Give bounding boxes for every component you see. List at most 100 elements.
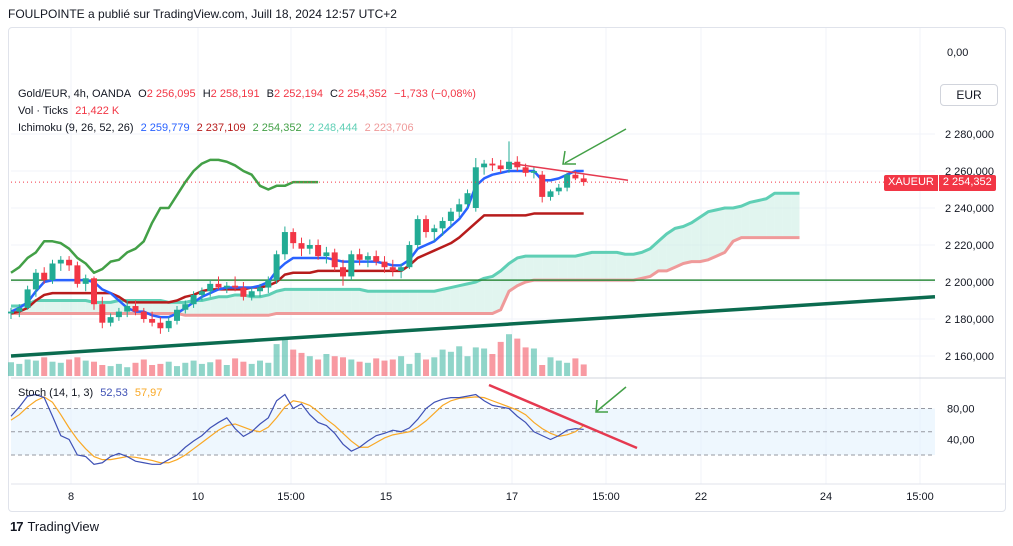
volume-bar bbox=[24, 359, 31, 376]
candle-body bbox=[423, 219, 429, 233]
candle-body bbox=[580, 178, 587, 183]
ichimoku-cloud-segment bbox=[509, 257, 518, 292]
candle-body bbox=[281, 232, 288, 255]
ichimoku-cloud-segment bbox=[359, 289, 368, 314]
candle-body bbox=[8, 311, 14, 314]
volume-bar bbox=[16, 363, 23, 376]
candle-body bbox=[489, 163, 496, 166]
volume-bar bbox=[49, 361, 56, 376]
currency-button[interactable]: EUR bbox=[940, 84, 998, 106]
candle-body bbox=[41, 272, 48, 281]
candle-body bbox=[539, 174, 546, 197]
ichimoku-cloud-segment bbox=[442, 287, 451, 314]
volume-bar bbox=[506, 334, 512, 376]
rising-trendline bbox=[10, 295, 936, 358]
stoch-label[interactable]: Stoch (14, 1, 3) bbox=[18, 387, 94, 399]
low-value: B2 252,194 bbox=[266, 88, 323, 100]
stoch-annotation-arrow bbox=[596, 386, 627, 412]
ichimoku-cloud-segment bbox=[401, 291, 410, 314]
candle-body bbox=[190, 294, 197, 305]
ichimoku-cloud-segment bbox=[44, 300, 53, 314]
candle-body bbox=[389, 267, 396, 271]
ichimoku-cloud-segment bbox=[201, 298, 211, 316]
candle-body bbox=[248, 291, 255, 297]
stoch-annotation-arrowhead bbox=[595, 399, 608, 413]
volume-bar bbox=[273, 344, 280, 376]
ichimoku-cloud-segment bbox=[152, 300, 161, 314]
candle-body bbox=[265, 280, 272, 288]
candle-body bbox=[215, 283, 222, 288]
ichimoku-cloud-segment bbox=[367, 291, 377, 314]
stoch-d-value: 57,97 bbox=[134, 387, 163, 399]
footer-brand[interactable]: 17 TradingView bbox=[10, 519, 99, 534]
ichimoku-label[interactable]: Ichimoku (9, 26, 52, 26) bbox=[18, 122, 134, 134]
volume-bar bbox=[348, 359, 355, 376]
volume-label[interactable]: Vol · Ticks bbox=[18, 105, 69, 117]
ichimoku-cloud-segment bbox=[608, 252, 617, 281]
candle-body bbox=[223, 285, 230, 288]
volume-bar bbox=[323, 354, 330, 376]
ichimoku-cloud-segment bbox=[517, 256, 526, 286]
candle-body bbox=[572, 174, 579, 179]
ichimoku-cloud-segment bbox=[459, 283, 468, 314]
candle-body bbox=[472, 167, 479, 208]
ichimoku-cloud-segment bbox=[583, 252, 592, 281]
candle-body bbox=[290, 232, 297, 244]
volume-bar bbox=[32, 360, 39, 376]
volume-bar bbox=[431, 357, 438, 376]
volume-bar bbox=[174, 366, 180, 376]
candle-body bbox=[340, 267, 346, 277]
volume-bar bbox=[74, 357, 81, 376]
chart-frame bbox=[8, 27, 1006, 512]
candle-body bbox=[149, 319, 156, 323]
ichimoku-cloud-segment bbox=[492, 270, 501, 314]
candle-body bbox=[165, 320, 172, 329]
candle-body bbox=[207, 283, 214, 292]
ichimoku-cloud-segment bbox=[276, 289, 285, 314]
change-value: −1,733 (−0,08%) bbox=[393, 88, 476, 100]
ichimoku-cloud-segment bbox=[334, 289, 343, 314]
volume-bar bbox=[132, 362, 139, 376]
ichimoku-cloud-segment bbox=[758, 198, 767, 238]
volume-bar bbox=[306, 356, 313, 376]
ichimoku-cloud-segment bbox=[699, 211, 709, 262]
ichimoku-cloud-segment bbox=[235, 294, 244, 316]
ichimoku-cloud-segment bbox=[683, 222, 692, 264]
volume-bar bbox=[530, 348, 537, 376]
price-axis-label: 2 200,000 bbox=[945, 277, 994, 289]
ichimoku-cloud-segment bbox=[60, 300, 70, 314]
volume-bar bbox=[406, 363, 413, 376]
candle-body bbox=[373, 256, 380, 262]
ichimoku-cloud-segment bbox=[625, 254, 634, 281]
volume-bar bbox=[497, 341, 504, 376]
ichimoku-cloud-segment bbox=[309, 289, 319, 314]
price-tag-value: 2 254,352 bbox=[938, 175, 996, 191]
price-axis-label: 2 180,000 bbox=[945, 314, 994, 326]
ichimoku-cloud-segment bbox=[376, 291, 385, 314]
volume-bar bbox=[423, 359, 429, 376]
ichimoku-cloud-segment bbox=[243, 294, 252, 316]
symbol-label[interactable]: Gold/EUR, 4h, OANDA bbox=[18, 88, 132, 100]
price-axis-label: 2 280,000 bbox=[945, 129, 994, 141]
candle-body bbox=[348, 254, 355, 277]
candle-body bbox=[564, 174, 571, 188]
ichimoku-cloud-segment bbox=[467, 282, 476, 314]
senkou-span-a-line bbox=[11, 191, 800, 308]
ichimoku-cloud-segment bbox=[426, 291, 435, 314]
candle-body bbox=[232, 285, 239, 288]
volume-bar bbox=[223, 365, 230, 376]
ichimoku-cloud-segment bbox=[484, 276, 493, 314]
ichimoku-cloud-segment bbox=[143, 300, 153, 314]
candle-body bbox=[306, 245, 313, 249]
candle-body bbox=[456, 204, 463, 212]
candle-body bbox=[406, 245, 413, 268]
volume-bar bbox=[364, 362, 371, 376]
price-axis-top-label: 0,00 bbox=[947, 47, 968, 59]
ichimoku-cloud-segment bbox=[691, 217, 700, 262]
ichimoku-cloud-segment bbox=[218, 296, 227, 316]
ichimoku-cloud-segment bbox=[567, 256, 576, 281]
ichimoku-cloud-segment bbox=[592, 252, 601, 281]
volume-bar bbox=[356, 361, 363, 376]
candle-body bbox=[439, 220, 446, 229]
